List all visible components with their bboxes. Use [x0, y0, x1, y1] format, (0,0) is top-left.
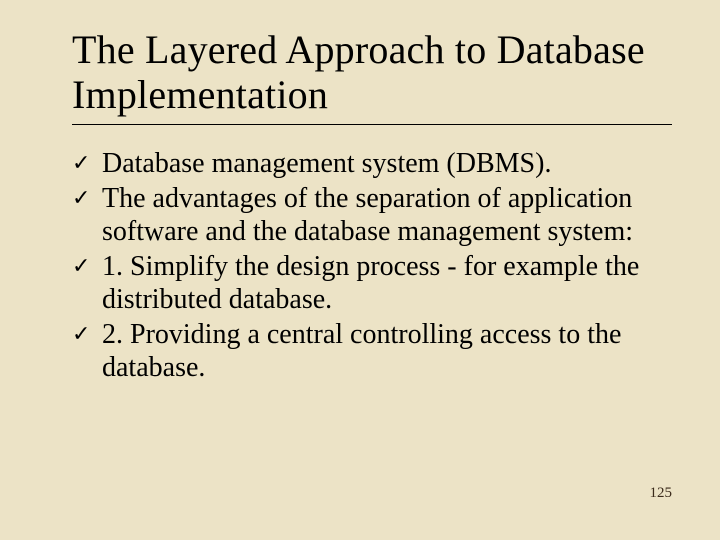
page-number: 125 [650, 485, 673, 502]
slide: The Layered Approach to Database Impleme… [0, 0, 720, 540]
slide-title: The Layered Approach to Database Impleme… [72, 28, 672, 125]
list-item: ✓ Database management system (DBMS). [72, 147, 672, 180]
slide-body: ✓ Database management system (DBMS). ✓ T… [72, 147, 672, 384]
check-icon: ✓ [72, 182, 102, 214]
bullet-text: 1. Simplify the design process - for exa… [102, 250, 672, 316]
list-item: ✓ 2. Providing a central controlling acc… [72, 318, 672, 384]
list-item: ✓ 1. Simplify the design process - for e… [72, 250, 672, 316]
bullet-text: 2. Providing a central controlling acces… [102, 318, 672, 384]
check-icon: ✓ [72, 318, 102, 350]
check-icon: ✓ [72, 250, 102, 282]
list-item: ✓ The advantages of the separation of ap… [72, 182, 672, 248]
bullet-text: The advantages of the separation of appl… [102, 182, 672, 248]
check-icon: ✓ [72, 147, 102, 179]
bullet-text: Database management system (DBMS). [102, 147, 672, 180]
